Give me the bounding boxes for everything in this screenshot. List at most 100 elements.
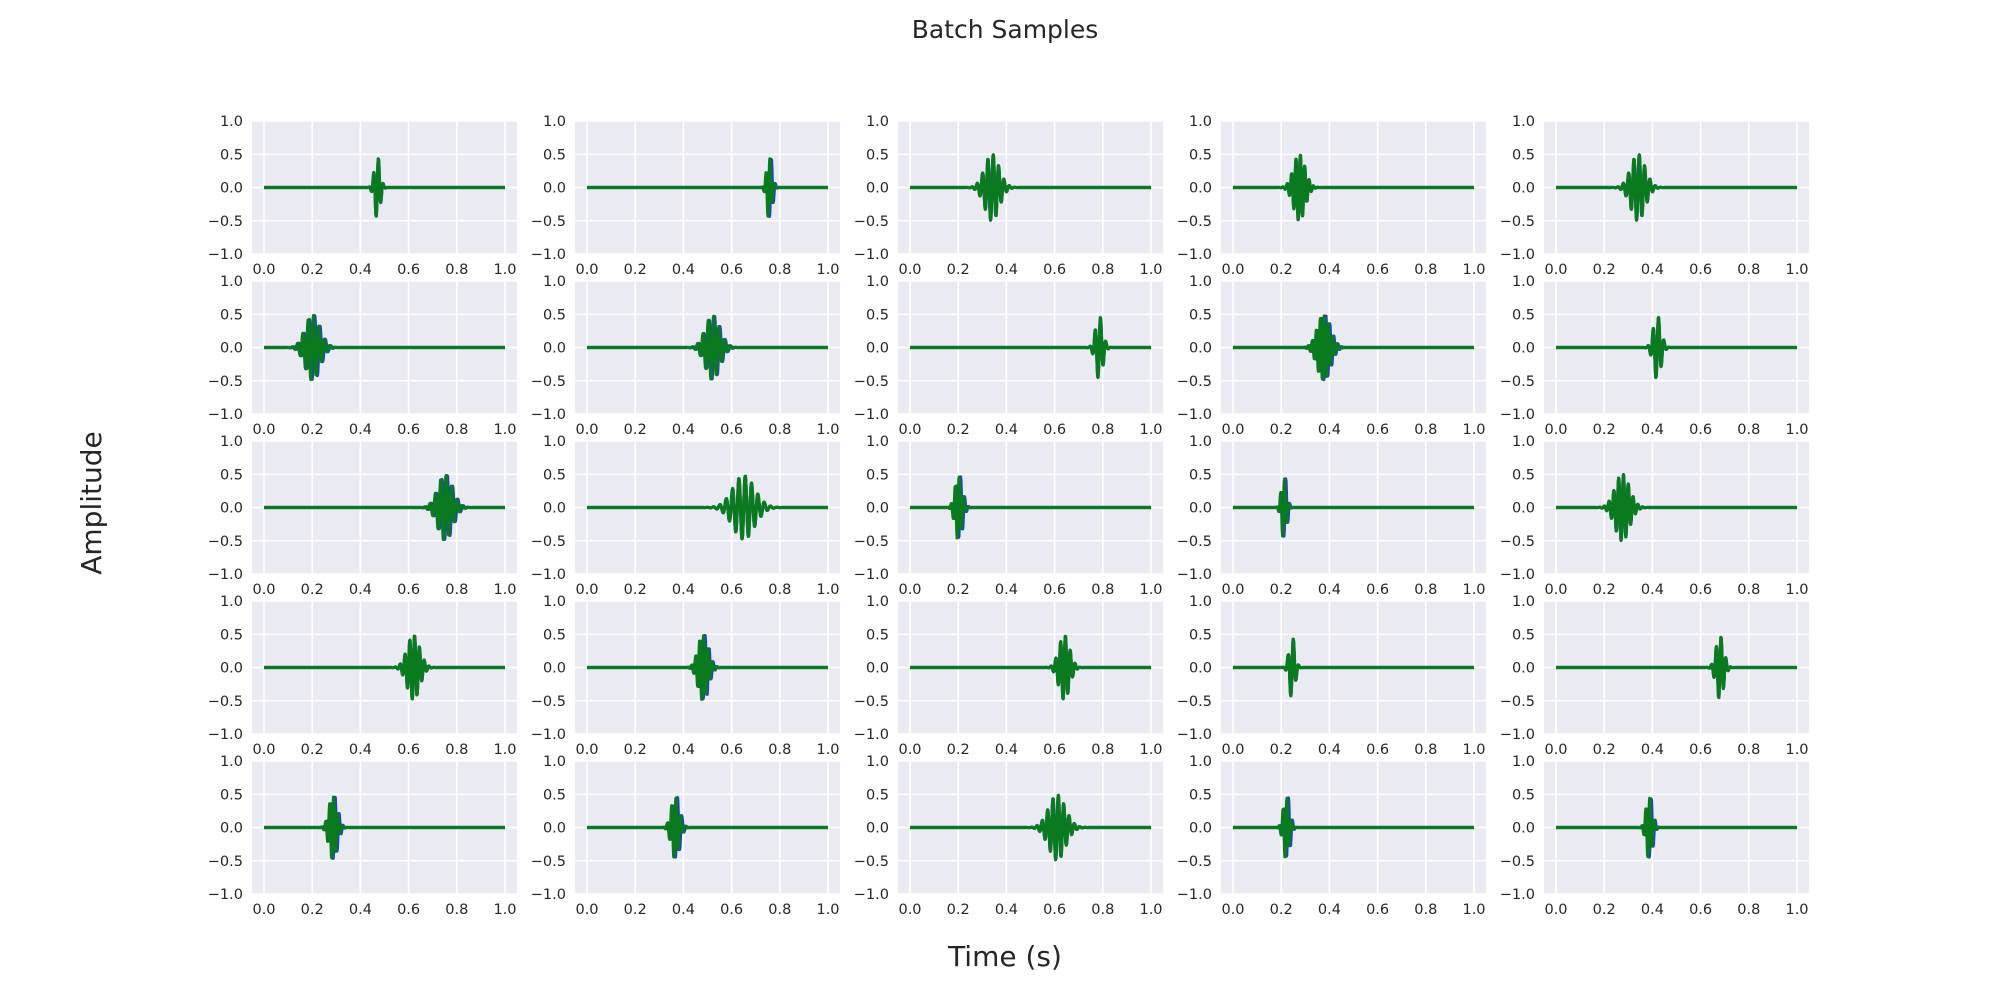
signal-line-green [908, 153, 1153, 222]
x-tick-label: 0.2 [301, 902, 324, 918]
y-tick-label: 0.5 [1189, 467, 1212, 483]
y-tick-label: 0.5 [543, 307, 566, 323]
x-tick-label: 0.8 [1414, 742, 1437, 758]
x-tick-label: 1.0 [1462, 742, 1485, 758]
y-tick-label: −1.0 [1500, 567, 1535, 583]
signal-line-green [585, 796, 830, 859]
signal-line-green [262, 313, 507, 382]
x-tick-label: 0.0 [252, 262, 275, 278]
y-tick-label: 0.0 [220, 821, 243, 837]
x-tick-label: 0.6 [720, 742, 743, 758]
x-tick-label: 0.2 [301, 422, 324, 438]
signal-line-green [1231, 637, 1476, 698]
signal-line-green [262, 795, 507, 860]
y-tick-label: 0.5 [543, 787, 566, 803]
x-tick-label: 1.0 [1139, 262, 1162, 278]
y-tick-label: −0.5 [531, 374, 566, 390]
x-tick-label: 0.2 [301, 262, 324, 278]
y-tick-label: −1.0 [1177, 567, 1212, 583]
y-tick-label: 0.0 [220, 181, 243, 197]
signal-line-green [1554, 796, 1799, 859]
x-tick-label: 0.0 [1544, 422, 1567, 438]
subplot: 0.0 0.2 0.4 0.6 0.8 1.0 1.0 0.5 0.0 −0.5 −1.0 [1500, 434, 1809, 598]
x-tick-label: 1.0 [1785, 262, 1808, 278]
y-tick-label: 1.0 [543, 754, 566, 770]
y-tick-label: 0.5 [543, 147, 566, 163]
signal-line-green [585, 314, 830, 381]
x-tick-label: 0.0 [898, 582, 921, 598]
x-tick-label: 0.8 [1414, 582, 1437, 598]
subplot: 0.0 0.2 0.4 0.6 0.8 1.0 1.0 0.5 0.0 −0.5 −1.0 [531, 434, 840, 598]
y-tick-label: 1.0 [1189, 274, 1212, 290]
x-tick-label: 1.0 [1462, 422, 1485, 438]
x-axis-label: Time (s) [947, 940, 1062, 973]
y-tick-label: −0.5 [854, 534, 889, 550]
y-tick-label: 0.5 [1512, 787, 1535, 803]
x-tick-label: 1.0 [1139, 902, 1162, 918]
x-tick-label: 0.4 [1318, 582, 1341, 598]
y-tick-label: −0.5 [1500, 374, 1535, 390]
y-tick-label: −0.5 [1177, 694, 1212, 710]
x-tick-label: 0.4 [995, 262, 1018, 278]
signal-line-green [585, 634, 830, 701]
y-tick-label: 1.0 [1512, 434, 1535, 450]
subplot: 0.0 0.2 0.4 0.6 0.8 1.0 1.0 0.5 0.0 −0.5 −1.0 [1177, 754, 1486, 918]
signal-line-green [1231, 796, 1476, 859]
y-tick-label: −1.0 [1500, 887, 1535, 903]
x-tick-label: 0.2 [624, 422, 647, 438]
x-tick-label: 0.8 [1091, 422, 1114, 438]
x-tick-label: 0.4 [672, 742, 695, 758]
x-tick-label: 0.6 [1043, 742, 1066, 758]
y-tick-label: 0.5 [866, 147, 889, 163]
x-tick-label: 0.2 [947, 902, 970, 918]
x-tick-label: 0.0 [252, 422, 275, 438]
y-tick-label: −1.0 [1177, 727, 1212, 743]
x-tick-label: 0.2 [947, 422, 970, 438]
signal-line-green [262, 634, 507, 701]
y-tick-label: 0.0 [1189, 661, 1212, 677]
y-tick-label: 1.0 [866, 594, 889, 610]
x-tick-label: 0.4 [672, 582, 695, 598]
x-tick-label: 1.0 [816, 742, 839, 758]
x-tick-label: 0.8 [768, 422, 791, 438]
subplot: 0.0 0.2 0.4 0.6 0.8 1.0 1.0 0.5 0.0 −0.5 −1.0 [854, 114, 1163, 278]
y-tick-label: 0.0 [1512, 341, 1535, 357]
y-tick-label: 1.0 [1189, 594, 1212, 610]
x-tick-label: 0.2 [947, 262, 970, 278]
subplot-grid: 0.0 0.2 0.4 0.6 0.8 1.01.00.50.0−0.5−1.00.0 0.… [208, 114, 1809, 918]
x-tick-label: 1.0 [1785, 422, 1808, 438]
x-tick-label: 1.0 [816, 422, 839, 438]
subplot: 0.0 0.2 0.4 0.6 0.8 1.0 1.0 0.5 0.0 −0.5 −1.0 [531, 754, 840, 918]
x-tick-label: 0.2 [1270, 262, 1293, 278]
x-tick-label: 0.8 [1091, 902, 1114, 918]
y-tick-label: 1.0 [1512, 274, 1535, 290]
y-tick-label: 1.0 [866, 754, 889, 770]
y-tick-label: −1.0 [1500, 407, 1535, 423]
y-tick-label: 0.0 [1189, 501, 1212, 517]
x-tick-label: 0.4 [672, 262, 695, 278]
y-tick-label: 0.0 [220, 661, 243, 677]
x-tick-label: 0.6 [1366, 742, 1389, 758]
x-tick-label: 0.0 [898, 742, 921, 758]
y-tick-label: 0.0 [1512, 821, 1535, 837]
x-tick-label: 0.2 [624, 582, 647, 598]
y-tick-label: 1.0 [220, 274, 243, 290]
x-tick-label: 0.6 [397, 422, 420, 438]
x-tick-label: 0.0 [575, 262, 598, 278]
x-tick-label: 0.8 [768, 902, 791, 918]
y-tick-label: −0.5 [531, 534, 566, 550]
x-tick-label: 0.8 [1091, 582, 1114, 598]
x-tick-label: 0.0 [1221, 422, 1244, 438]
x-tick-label: 0.2 [1593, 902, 1616, 918]
y-tick-label: −1.0 [1500, 727, 1535, 743]
subplot: 0.0 0.2 0.4 0.6 0.8 1.0 1.0 0.5 0.0 −0.5 −1.0 [208, 274, 517, 438]
y-tick-label: 1.0 [543, 114, 566, 130]
x-tick-label: 0.4 [349, 582, 372, 598]
x-tick-label: 0.6 [397, 902, 420, 918]
x-tick-label: 1.0 [1139, 742, 1162, 758]
subplot: 0.0 0.2 0.4 0.6 0.8 1.0 1.0 0.5 0.0 −0.5 −1.0 [208, 114, 517, 278]
y-tick-label: −0.5 [854, 854, 889, 870]
x-tick-label: 0.6 [1689, 422, 1712, 438]
y-tick-label: −0.5 [208, 854, 243, 870]
y-tick-label: 0.5 [1189, 307, 1212, 323]
